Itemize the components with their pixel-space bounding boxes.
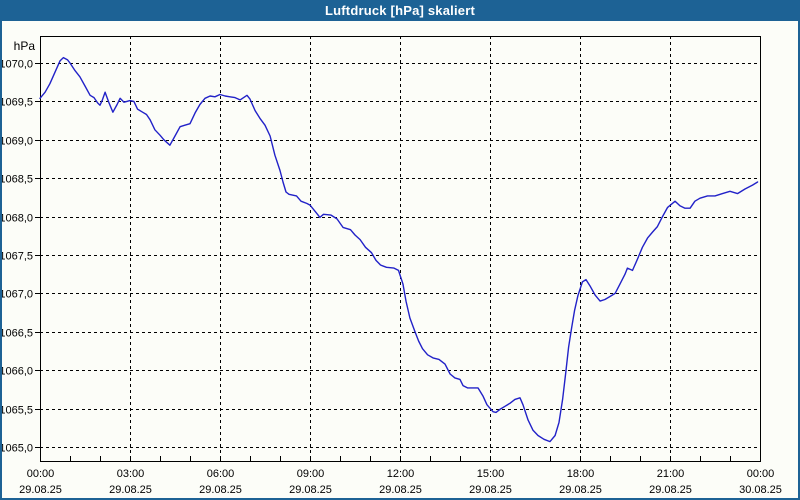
y-tick-label: 1068,0 bbox=[0, 213, 33, 225]
x-tick-date-label: 30.08.25 bbox=[739, 484, 782, 496]
x-tick-time-label: 15:00 bbox=[477, 468, 505, 480]
x-tick-time-label: 21:00 bbox=[657, 468, 685, 480]
x-tick-time-label: 00:00 bbox=[747, 468, 775, 480]
x-tick-time-label: 00:00 bbox=[27, 468, 55, 480]
y-tick-label: 1065,5 bbox=[0, 405, 33, 417]
x-tick-date-label: 29.08.25 bbox=[649, 484, 692, 496]
x-tick-time-label: 09:00 bbox=[297, 468, 325, 480]
chart-title: Luftdruck [hPa] skaliert bbox=[325, 3, 475, 18]
x-tick-time-label: 06:00 bbox=[207, 468, 235, 480]
plot-border bbox=[40, 36, 761, 462]
y-axis-unit-label: hPa bbox=[14, 39, 36, 53]
x-tick-date-label: 29.08.25 bbox=[199, 484, 242, 496]
y-tick-label: 1068,5 bbox=[0, 174, 33, 186]
y-tick-label: 1066,0 bbox=[0, 366, 33, 378]
y-tick-label: 1069,5 bbox=[0, 97, 33, 109]
y-tick-label: 1067,0 bbox=[0, 289, 33, 301]
y-tick-label: 1067,5 bbox=[0, 251, 33, 263]
y-tick-label: 1066,5 bbox=[0, 328, 33, 340]
y-tick-label: 1070,0 bbox=[0, 59, 33, 71]
y-tick-label: 1069,0 bbox=[0, 136, 33, 148]
x-tick-date-label: 29.08.25 bbox=[289, 484, 332, 496]
pressure-series-line bbox=[39, 56, 759, 443]
title-bar: Luftdruck [hPa] skaliert bbox=[0, 0, 800, 21]
x-tick-time-label: 18:00 bbox=[567, 468, 595, 480]
x-tick-date-label: 29.08.25 bbox=[379, 484, 422, 496]
x-tick-date-label: 29.08.25 bbox=[559, 484, 602, 496]
y-tick-label: 1065,0 bbox=[0, 443, 33, 455]
x-tick-date-label: 29.08.25 bbox=[19, 484, 62, 496]
x-tick-time-label: 03:00 bbox=[117, 468, 145, 480]
x-tick-time-label: 12:00 bbox=[387, 468, 415, 480]
x-tick-date-label: 29.08.25 bbox=[469, 484, 512, 496]
x-tick-date-label: 29.08.25 bbox=[109, 484, 152, 496]
